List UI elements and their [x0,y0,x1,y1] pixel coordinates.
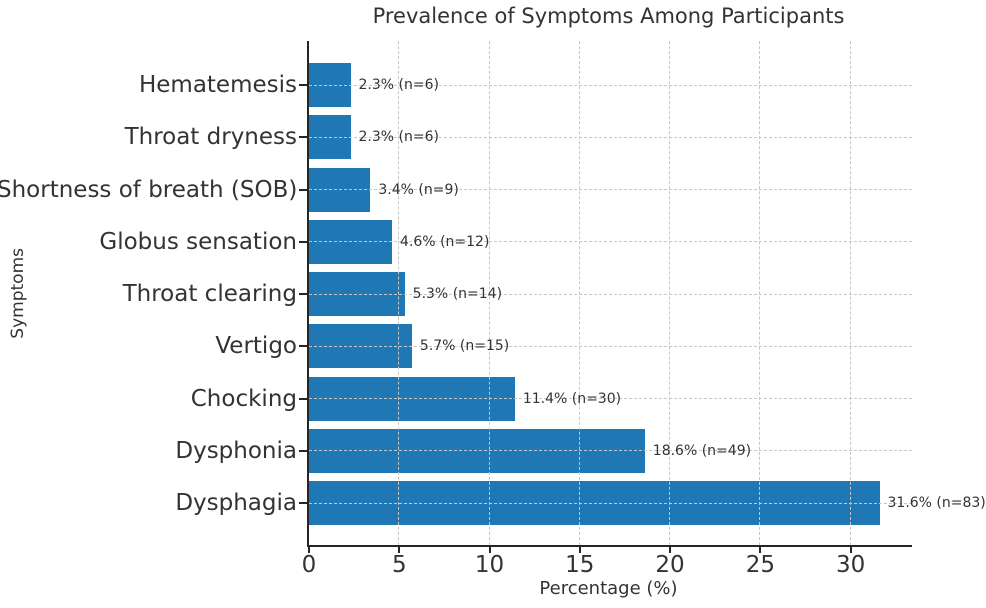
h-gridline-vertigo [309,345,912,347]
v-gridline-25 [759,41,761,545]
v-gridline-20 [669,41,671,545]
v-gridline-15 [578,41,580,545]
y-tick-label-vertigo: Vertigo [215,333,297,360]
y-tick-label-throat-clearing: Throat clearing [122,281,297,307]
y-tick-mark-shortness-of-breath-sob [299,188,307,191]
x-tick-label-15: 15 [565,552,595,578]
bar-value-label-throat-dryness: 2.3% (n=6) [358,129,439,146]
x-tick-mark-15 [578,545,581,553]
y-tick-mark-dysphonia [299,449,307,452]
chart-title: Prevalence of Symptoms Among Participant… [372,4,845,28]
x-tick-label-30: 30 [835,552,866,578]
bar-value-label-globus-sensation: 4.6% (n=12) [400,233,490,250]
plot-area: Hematemesis 2.3% (n=6) Throat dryness 2.3% … [0,41,986,578]
bar-value-label-hematemesis: 2.3% (n=6) [358,77,439,93]
y-tick-label-shortness-of-breath-sob: Shortness of breath (SOB) [0,176,298,203]
v-gridline-5 [398,41,400,545]
y-tick-mark-throat-dryness [299,136,307,139]
bar-value-label-dysphonia: 18.6% (n=49) [652,442,752,459]
h-gridline-throat-dryness [309,136,912,138]
v-gridline-10 [488,41,490,545]
h-gridline-shortness-of-breath-sob [309,189,912,190]
x-tick-label-10: 10 [474,552,505,578]
h-gridline-throat-clearing [309,293,912,295]
y-tick-mark-globus-sensation [299,240,307,243]
h-gridline-globus-sensation [309,241,912,243]
y-tick-mark-chocking [299,397,307,400]
x-tick-mark-20 [669,545,672,553]
h-gridline-chocking [309,398,912,399]
h-gridline-hematemesis [309,84,912,86]
h-gridline-dysphonia [309,450,912,452]
y-tick-label-chocking: Chocking [190,385,297,412]
x-tick-label-0: 0 [301,552,317,578]
x-tick-mark-25 [759,545,762,553]
x-tick-mark-5 [398,545,401,553]
y-tick-label-globus-sensation: Globus sensation [99,228,297,255]
bar-value-label-chocking: 11.4% (n=30) [522,390,622,407]
y-tick-mark-dysphagia [299,502,307,504]
x-axis-title: Percentage (%) [539,578,678,599]
y-tick-mark-hematemesis [299,84,307,86]
bar-value-label-shortness-of-breath-sob: 3.4% (n=9) [378,181,459,198]
x-tick-mark-10 [488,545,491,553]
y-tick-mark-vertigo [299,345,307,348]
x-tick-mark-30 [849,545,852,553]
h-gridline-dysphagia [309,502,912,504]
x-tick-label-5: 5 [391,552,407,578]
x-tick-label-25: 25 [745,552,775,578]
y-tick-label-dysphonia: Dysphonia [175,437,297,464]
y-tick-label-throat-dryness: Throat dryness [124,124,297,151]
y-tick-mark-throat-clearing [299,293,307,295]
y-tick-label-hematemesis: Hematemesis [138,72,297,98]
y-tick-label-dysphagia: Dysphagia [175,490,297,516]
bar-value-label-vertigo: 5.7% (n=15) [419,338,510,355]
x-tick-mark-0 [308,545,310,553]
v-gridline-30 [849,41,851,545]
x-tick-label-20: 20 [655,552,685,578]
bar-value-label-throat-clearing: 5.3% (n=14) [412,286,503,302]
bar-value-label-dysphagia: 31.6% (n=83) [887,495,986,511]
